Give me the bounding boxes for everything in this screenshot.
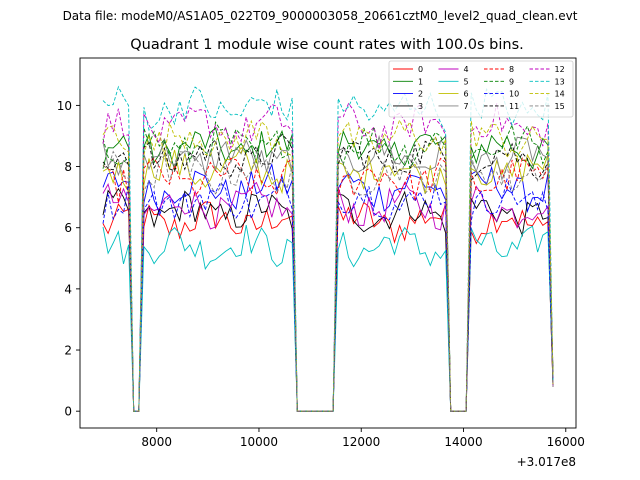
y-tick-label: 4 — [64, 282, 72, 296]
x-offset-label: +3.017e8 — [517, 455, 576, 469]
legend-label-7: 7 — [464, 102, 469, 111]
x-tick-label: 10000 — [240, 435, 278, 449]
series-line-7 — [102, 134, 554, 412]
legend-label-8: 8 — [509, 65, 514, 74]
x-tick-label: 12000 — [342, 435, 380, 449]
legend-label-0: 0 — [418, 65, 423, 74]
y-tick-label: 2 — [64, 344, 72, 358]
y-tick-label: 10 — [57, 99, 72, 113]
legend-label-2: 2 — [418, 90, 423, 99]
x-tick-label: 16000 — [547, 435, 585, 449]
series-line-10 — [102, 177, 554, 412]
series-line-13 — [102, 85, 554, 412]
data-file-caption: Data file: modeM0/AS1A05_022T09_90000030… — [63, 9, 578, 23]
legend-box — [388, 60, 574, 118]
series-line-0 — [102, 201, 554, 412]
series-line-4 — [102, 181, 554, 412]
series-line-3 — [102, 187, 554, 412]
series-line-6 — [102, 146, 554, 412]
y-tick-label: 6 — [64, 221, 72, 235]
legend-label-6: 6 — [464, 90, 469, 99]
legend-label-14: 14 — [555, 90, 565, 99]
legend-label-11: 11 — [509, 102, 519, 111]
legend-label-4: 4 — [464, 65, 469, 74]
series-line-1 — [102, 127, 554, 412]
plot-frame — [79, 57, 577, 429]
x-tick-label: 14000 — [444, 435, 482, 449]
y-tick-label: 0 — [64, 405, 72, 419]
legend-label-5: 5 — [464, 77, 469, 86]
legend-label-9: 9 — [509, 77, 514, 86]
x-tick-label: 8000 — [141, 435, 172, 449]
legend-label-1: 1 — [418, 77, 423, 86]
legend-label-3: 3 — [418, 102, 423, 111]
series-line-12 — [102, 102, 554, 412]
series-line-5 — [102, 225, 554, 412]
y-tick-label: 8 — [64, 160, 72, 174]
series-line-8 — [102, 157, 554, 412]
legend-label-12: 12 — [555, 65, 565, 74]
legend-label-10: 10 — [509, 90, 519, 99]
legend-label-13: 13 — [555, 77, 565, 86]
series-layer — [102, 85, 554, 412]
series-line-11 — [102, 133, 554, 412]
legend-label-15: 15 — [555, 102, 565, 111]
series-line-15 — [102, 150, 554, 412]
chart-title: Quadrant 1 module wise count rates with … — [130, 37, 524, 53]
